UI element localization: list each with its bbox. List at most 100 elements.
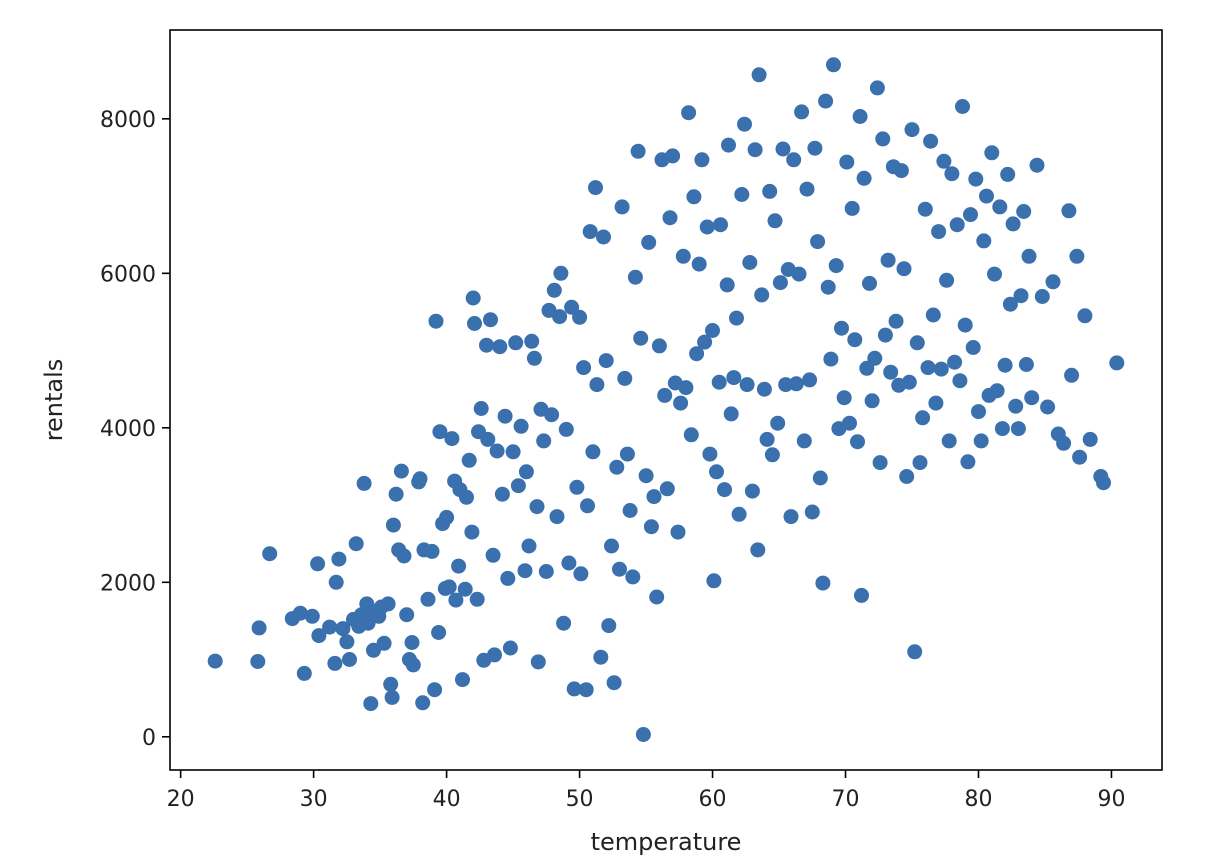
data-point	[802, 372, 818, 388]
data-point	[726, 370, 742, 386]
data-point	[836, 390, 852, 406]
data-point	[1018, 357, 1034, 372]
data-point	[1061, 203, 1077, 219]
x-tick-label: 90	[1097, 787, 1125, 812]
data-point	[420, 591, 436, 607]
data-point	[1024, 390, 1040, 406]
y-tick-label: 8000	[100, 108, 156, 133]
data-point	[923, 133, 939, 149]
data-point	[883, 364, 899, 380]
data-point	[502, 640, 518, 656]
x-tick-label: 60	[699, 787, 727, 812]
data-point	[1040, 399, 1056, 415]
data-point	[1082, 431, 1098, 447]
plot-frame	[169, 29, 1163, 771]
data-point	[804, 504, 820, 520]
data-point	[1109, 355, 1125, 371]
data-point	[638, 468, 654, 484]
data-point	[939, 272, 955, 288]
data-point	[976, 233, 992, 249]
data-point	[901, 374, 917, 390]
data-point	[561, 555, 577, 571]
data-point	[385, 517, 401, 533]
y-tick-label: 6000	[100, 262, 156, 287]
data-point	[723, 406, 739, 422]
data-point	[783, 509, 799, 525]
data-point	[904, 122, 920, 138]
data-point	[627, 269, 643, 285]
data-point	[451, 558, 467, 574]
data-point	[812, 470, 828, 486]
data-point	[479, 337, 494, 353]
data-point	[844, 200, 860, 216]
data-point	[810, 234, 826, 250]
data-point	[455, 672, 470, 688]
data-point	[662, 210, 678, 226]
data-point	[582, 224, 598, 240]
data-point	[585, 444, 601, 460]
data-point	[380, 596, 396, 612]
data-point	[457, 581, 473, 597]
data-point	[538, 564, 554, 579]
data-point	[899, 469, 915, 484]
x-tick-label: 30	[300, 787, 328, 812]
data-point	[960, 454, 976, 470]
data-point	[767, 213, 783, 229]
data-point	[949, 217, 965, 233]
data-point	[823, 351, 839, 367]
data-point	[925, 307, 941, 323]
data-point	[928, 395, 944, 411]
data-point	[569, 479, 585, 495]
x-tick-label: 50	[566, 787, 594, 812]
data-point	[659, 481, 675, 497]
data-point	[705, 323, 720, 338]
data-point	[505, 444, 521, 460]
x-axis-label: temperature	[591, 828, 742, 856]
data-point	[944, 166, 960, 182]
data-point	[744, 483, 760, 499]
data-point	[893, 163, 909, 179]
data-point	[646, 489, 662, 505]
y-tick-label: 0	[142, 726, 156, 751]
data-points	[207, 57, 1125, 742]
data-point	[262, 546, 278, 562]
data-point	[955, 99, 970, 114]
data-point	[609, 459, 625, 475]
data-point	[1016, 204, 1032, 219]
data-point	[1013, 288, 1029, 304]
data-point	[566, 681, 582, 697]
y-tick-label: 4000	[100, 417, 156, 442]
data-point	[250, 654, 266, 669]
data-point	[612, 561, 627, 577]
data-point	[1077, 308, 1093, 324]
data-point	[847, 332, 863, 348]
data-point	[546, 282, 562, 298]
data-point	[396, 548, 412, 564]
data-point	[791, 266, 807, 282]
data-point	[1056, 435, 1072, 451]
data-point	[598, 353, 614, 369]
data-point	[327, 655, 343, 671]
data-point	[404, 635, 420, 650]
data-point	[933, 361, 949, 377]
data-point	[473, 401, 489, 416]
data-point	[775, 141, 791, 157]
data-point	[786, 152, 802, 168]
data-point	[335, 621, 351, 637]
data-point	[739, 377, 755, 393]
data-point	[699, 219, 715, 235]
data-point	[348, 536, 364, 552]
data-point	[633, 330, 649, 346]
data-point	[578, 682, 594, 698]
data-point	[1034, 289, 1050, 304]
y-tick-label: 2000	[100, 571, 156, 596]
data-point	[483, 312, 498, 328]
data-point	[649, 589, 665, 605]
data-point	[485, 547, 501, 563]
data-point	[310, 556, 326, 572]
data-point	[734, 187, 750, 202]
data-point	[1021, 248, 1037, 264]
data-point	[328, 574, 344, 590]
data-point	[896, 261, 912, 277]
